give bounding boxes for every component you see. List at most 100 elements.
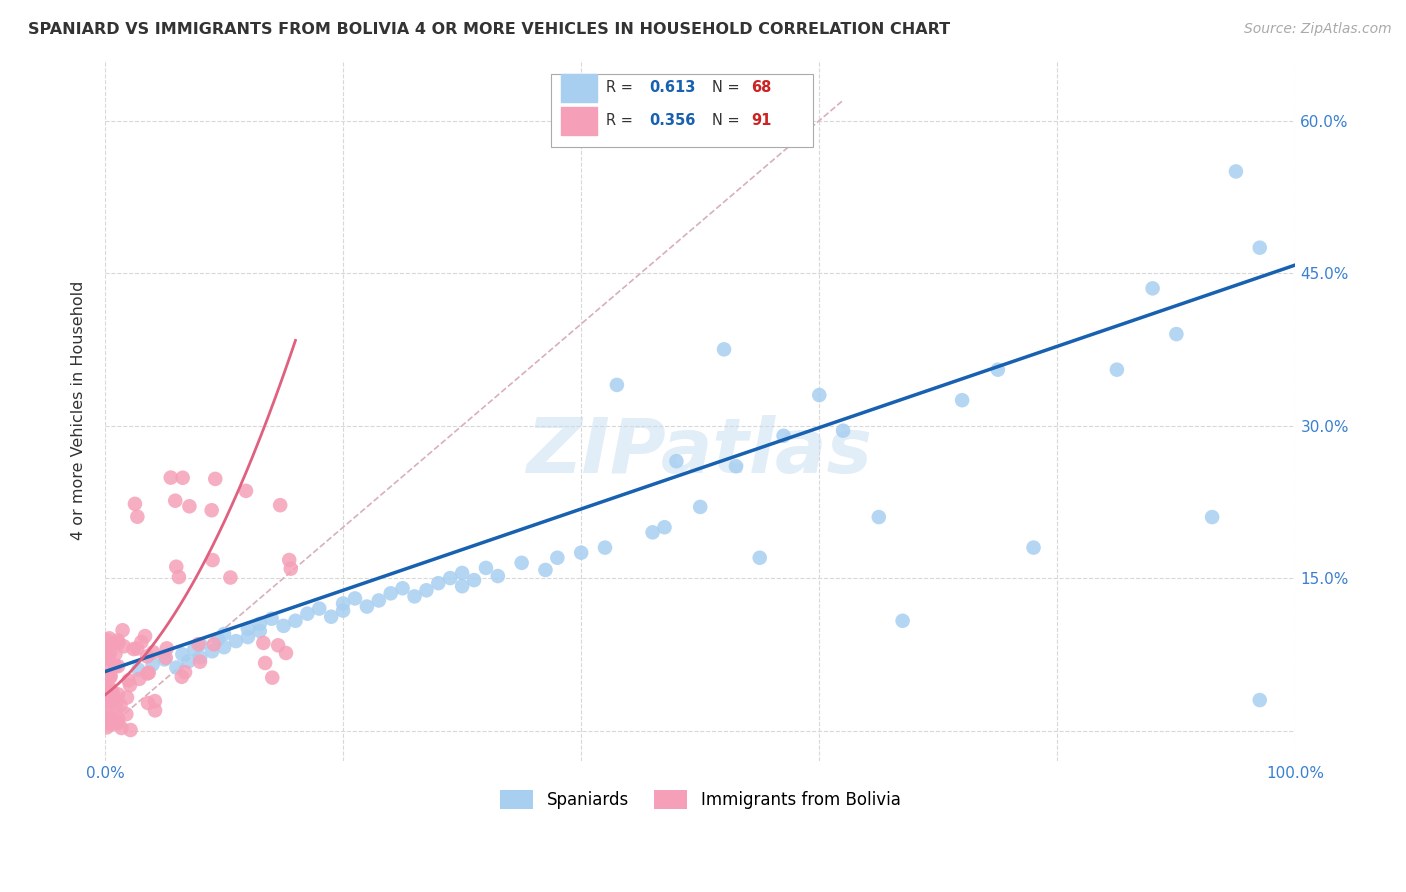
Point [96, 668, 118, 682]
Point [297, 607, 319, 621]
Point [188, 650, 211, 665]
Point [96, 646, 118, 660]
Text: SPANIARD VS IMMIGRANTS FROM BOLIVIA 4 OR MORE VEHICLES IN HOUSEHOLD CORRELATION : SPANIARD VS IMMIGRANTS FROM BOLIVIA 4 OR… [28, 22, 950, 37]
Point [451, 566, 474, 580]
Point [367, 593, 389, 607]
Point [269, 498, 291, 512]
Point [97, 651, 120, 665]
Point [174, 665, 197, 680]
Point [170, 670, 193, 684]
Point [98, 645, 121, 659]
Point [155, 650, 177, 665]
Point [104, 659, 127, 673]
Point [115, 707, 138, 722]
Text: 0.356: 0.356 [650, 113, 696, 128]
Point [187, 637, 209, 651]
Point [97, 705, 120, 719]
Point [987, 362, 1010, 376]
Point [110, 698, 132, 713]
Point [110, 721, 132, 735]
Point [97, 640, 120, 655]
Point [273, 619, 295, 633]
Point [713, 343, 735, 357]
Point [201, 644, 224, 658]
Point [202, 637, 225, 651]
Point [1225, 164, 1247, 178]
Point [115, 690, 138, 705]
Point [96, 680, 118, 694]
Point [96, 720, 118, 734]
Point [188, 637, 211, 651]
Point [724, 459, 747, 474]
Point [1022, 541, 1045, 555]
Point [112, 640, 135, 654]
Point [98, 690, 121, 704]
Point [96, 645, 118, 659]
Point [103, 713, 125, 727]
Point [641, 525, 664, 540]
Point [97, 715, 120, 730]
Point [165, 493, 187, 508]
Point [97, 649, 120, 664]
Point [262, 671, 284, 685]
Point [593, 541, 616, 555]
Point [97, 649, 120, 664]
Point [131, 635, 153, 649]
Text: 0.613: 0.613 [650, 80, 696, 95]
Point [212, 627, 235, 641]
Point [654, 520, 676, 534]
Point [127, 509, 149, 524]
Point [172, 471, 194, 485]
Point [201, 503, 224, 517]
Point [451, 579, 474, 593]
Point [225, 634, 247, 648]
Point [101, 687, 124, 701]
Point [177, 655, 200, 669]
Point [235, 483, 257, 498]
Bar [561, 74, 596, 102]
Point [159, 470, 181, 484]
Point [665, 454, 688, 468]
Point [219, 570, 242, 584]
Point [308, 601, 330, 615]
Point [107, 636, 129, 650]
Point [107, 633, 129, 648]
Point [380, 586, 402, 600]
Point [404, 590, 426, 604]
Point [136, 696, 159, 710]
Point [96, 709, 118, 723]
Text: R =: R = [606, 113, 638, 128]
Bar [561, 107, 596, 135]
Point [1105, 362, 1128, 376]
Point [267, 638, 290, 652]
Point [950, 393, 973, 408]
Point [510, 556, 533, 570]
Point [128, 672, 150, 686]
Point [278, 553, 301, 567]
Point [96, 675, 118, 690]
Text: Source: ZipAtlas.com: Source: ZipAtlas.com [1244, 22, 1392, 37]
Point [236, 630, 259, 644]
Point [98, 712, 121, 726]
Point [97, 651, 120, 665]
Point [188, 655, 211, 669]
Point [415, 583, 437, 598]
Point [96, 660, 118, 674]
Y-axis label: 4 or more Vehicles in Household: 4 or more Vehicles in Household [72, 281, 86, 540]
Point [136, 666, 159, 681]
Text: N =: N = [711, 80, 744, 95]
Point [183, 642, 205, 657]
Point [439, 571, 461, 585]
Point [122, 642, 145, 657]
Point [136, 649, 159, 664]
Point [569, 546, 592, 560]
Point [212, 640, 235, 655]
Point [204, 472, 226, 486]
Point [1142, 281, 1164, 295]
Point [98, 681, 121, 696]
Point [343, 591, 366, 606]
Text: N =: N = [711, 113, 744, 128]
Point [832, 424, 855, 438]
Point [124, 497, 146, 511]
Point [127, 663, 149, 677]
